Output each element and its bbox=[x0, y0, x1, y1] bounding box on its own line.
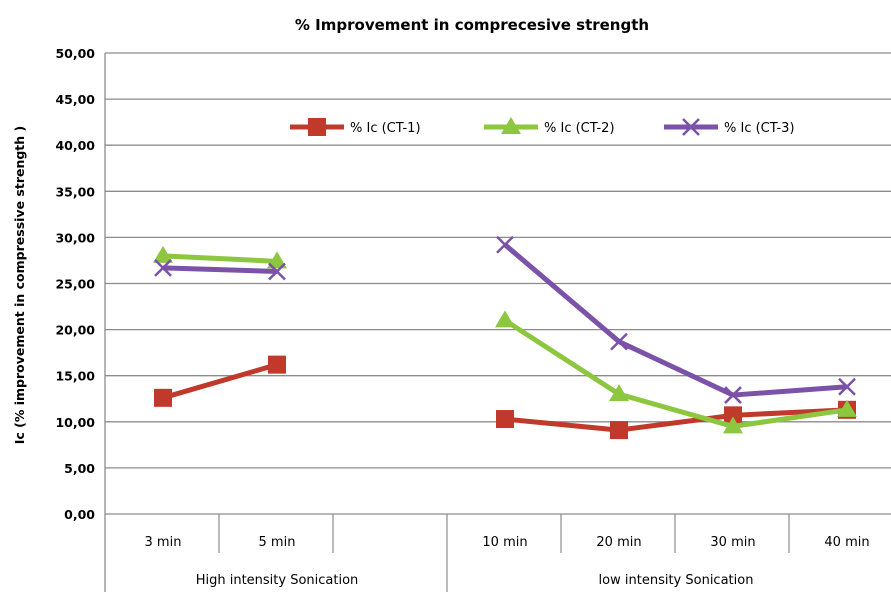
series bbox=[154, 235, 856, 404]
series-line bbox=[503, 242, 848, 398]
y-tick-label: 50,00 bbox=[55, 46, 95, 61]
x-tick-label: 5 min bbox=[259, 535, 296, 550]
legend: % Ic (CT-1) % Ic (CT-2) % Ic (CT-3) bbox=[290, 117, 795, 136]
data-point-stroke bbox=[610, 332, 628, 351]
y-tick-label: 20,00 bbox=[55, 323, 95, 338]
series bbox=[154, 355, 856, 440]
y-tick-label: 35,00 bbox=[55, 184, 95, 199]
x-tick-label: 10 min bbox=[482, 535, 527, 550]
data-point-stroke bbox=[838, 377, 856, 396]
grid bbox=[105, 52, 891, 515]
legend-item: % Ic (CT-3) bbox=[664, 118, 795, 136]
data-point bbox=[267, 251, 287, 269]
y-tick-label: 25,00 bbox=[55, 277, 95, 292]
data-point bbox=[838, 377, 856, 396]
data-point-stroke bbox=[496, 235, 514, 254]
data-point bbox=[268, 355, 286, 374]
y-tick-label: 0,00 bbox=[64, 507, 95, 522]
data-point bbox=[724, 386, 742, 404]
data-point bbox=[154, 258, 172, 277]
y-tick-label: 5,00 bbox=[64, 461, 95, 476]
group-label: High intensity Sonication bbox=[196, 573, 359, 588]
data-point bbox=[154, 388, 172, 407]
legend-item: % Ic (CT-1) bbox=[290, 118, 421, 136]
x-tick-label: 20 min bbox=[596, 535, 641, 550]
data-point bbox=[153, 245, 173, 263]
data-point bbox=[496, 235, 514, 254]
data-point bbox=[308, 118, 326, 136]
series-line bbox=[162, 253, 278, 264]
legend-label: % Ic (CT-1) bbox=[350, 121, 421, 136]
y-tick-label: 10,00 bbox=[55, 415, 95, 430]
data-point bbox=[268, 262, 286, 281]
data-point-stroke bbox=[268, 262, 286, 281]
y-axis-label: Ic (% improvement in compressive strengt… bbox=[12, 126, 27, 445]
data-point-stroke bbox=[724, 386, 742, 404]
series-line bbox=[504, 407, 848, 433]
x-tick-label: 30 min bbox=[710, 535, 755, 550]
data-point-stroke bbox=[154, 258, 172, 277]
data-point bbox=[610, 332, 628, 351]
data-point bbox=[609, 384, 629, 402]
data-point bbox=[495, 310, 515, 328]
data-point bbox=[682, 118, 700, 136]
axes: 0,00 5,00 10,00 15,00 20,00 25,00 30,00 35,00 40… bbox=[55, 46, 870, 592]
x-tick-label: 40 min bbox=[824, 535, 869, 550]
data-point-stroke bbox=[682, 118, 700, 136]
series-line bbox=[162, 362, 278, 401]
series-line bbox=[162, 265, 278, 275]
series bbox=[153, 245, 857, 434]
data-point bbox=[610, 421, 628, 440]
y-tick-label: 40,00 bbox=[55, 138, 95, 153]
y-tick-label: 15,00 bbox=[55, 369, 95, 384]
x-tick-label: 3 min bbox=[145, 535, 182, 550]
legend-label: % Ic (CT-3) bbox=[724, 121, 795, 136]
data-point bbox=[837, 399, 857, 417]
data-point bbox=[723, 416, 743, 434]
series-lines bbox=[153, 235, 857, 440]
chart-title: % Improvement in comprecesive strength bbox=[295, 16, 649, 34]
legend-label: % Ic (CT-2) bbox=[544, 121, 615, 136]
legend-item: % Ic (CT-2) bbox=[484, 117, 615, 136]
series-line bbox=[503, 318, 848, 429]
group-label: low intensity Sonication bbox=[599, 573, 754, 588]
data-point bbox=[724, 406, 742, 425]
data-point bbox=[501, 117, 521, 134]
y-tick-label: 45,00 bbox=[55, 92, 95, 107]
data-point bbox=[496, 410, 514, 429]
y-tick-label: 30,00 bbox=[55, 230, 95, 245]
